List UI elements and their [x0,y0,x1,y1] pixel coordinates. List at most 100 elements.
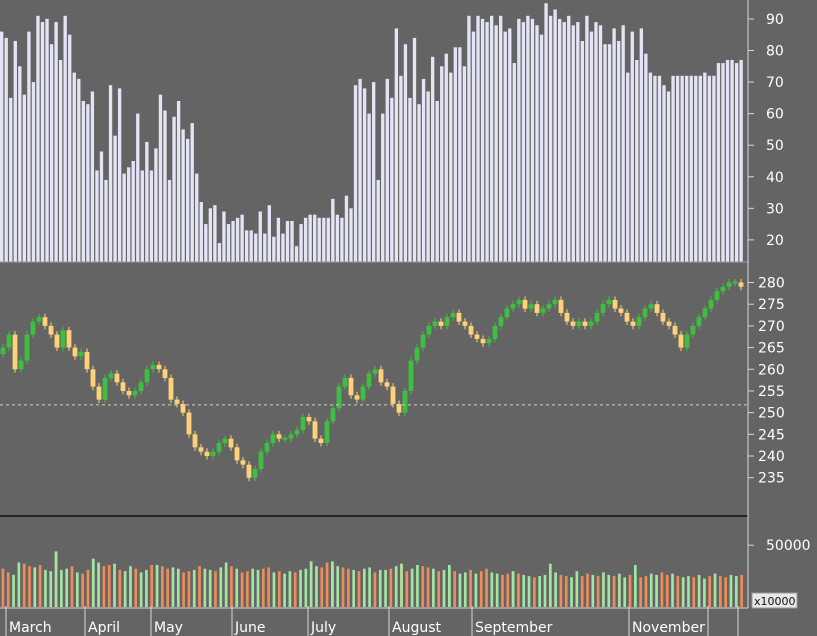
price-candle [666,321,672,326]
volume-bar [703,578,706,607]
price-candle [126,391,132,396]
volume-bar [22,563,26,607]
price-candle [720,286,726,292]
price-candle [108,373,114,378]
indicator-tick-label: 40 [766,170,784,186]
volume-bar [378,569,382,607]
indicator-bar [86,104,90,262]
indicator-tick-label: 20 [766,233,784,249]
indicator-bar [326,217,330,262]
indicator-bar [698,75,702,262]
indicator-bar [467,15,471,262]
price-candle [414,347,420,361]
price-tick-label: 255 [758,384,785,400]
volume-bar [495,573,499,607]
indicator-bar [435,101,439,262]
volume-bar [235,568,239,607]
indicator-bar [567,15,571,262]
volume-bar [474,573,478,607]
indicator-bar [653,75,657,262]
indicator-bar [417,104,421,262]
price-candle [606,299,612,305]
indicator-bar [281,233,285,262]
indicator-bar [671,75,675,262]
indicator-bar [657,75,662,262]
price-candle [696,317,702,326]
volume-bar [729,574,733,607]
price-candle [66,330,72,348]
volume-bar [708,576,712,607]
indicator-bar [385,78,389,263]
indicator-bar [322,217,326,262]
price-tick-label: 280 [758,276,785,292]
price-candle [72,347,78,357]
volume-bar [463,572,467,607]
volume-spike [54,551,58,607]
volume-spike [548,563,552,607]
price-candle [522,299,528,309]
price-candle [660,312,666,322]
indicator-bar [616,41,621,262]
volume-bar [538,576,541,607]
indicator-bar [530,18,535,263]
volume-bar [12,574,15,607]
volume-bar [671,573,674,607]
price-candle [222,438,228,443]
price-candle [396,404,402,413]
indicator-bar [621,25,625,262]
volume-bar [687,576,690,607]
indicator-bar [707,75,712,262]
price-candle [732,281,738,284]
indicator-bar [58,60,63,262]
indicator-bar [231,221,235,262]
indicator-bar [176,101,181,262]
volume-bar [230,566,233,607]
indicator-bar [685,75,689,262]
price-candle [120,382,126,391]
volume-bar [713,573,717,607]
volume-spike [400,563,403,607]
indicator-bar [458,47,462,262]
indicator-bar [226,224,231,262]
price-candle [192,434,198,448]
indicator-bar [440,66,444,262]
indicator-bar [725,60,730,262]
volume-bar [405,571,409,607]
price-candle [138,382,144,391]
indicator-bar [526,15,530,262]
price-candle [582,321,588,326]
indicator-bar [63,15,67,262]
volume-spike [633,565,637,607]
indicator-bar [462,66,467,262]
price-candle [342,377,348,387]
volume-bar [341,567,345,607]
price-candle [702,308,708,318]
indicator-bar [553,9,557,262]
price-candle [210,451,216,456]
indicator-bar [449,72,453,262]
price-tick-label: 245 [758,427,785,443]
price-candle [330,408,336,422]
price-candle [90,369,96,387]
indicator-bar [258,211,262,262]
volume-bar [719,576,722,607]
price-candle [234,447,240,461]
indicator-bar [739,60,743,262]
volume-bar [580,576,584,607]
indicator-bar [399,75,403,262]
price-candle [588,321,594,326]
indicator-bar [208,208,213,262]
indicator-bar [576,22,580,262]
indicator-bar [635,60,639,262]
price-candle [504,308,510,318]
price-candle [198,447,204,452]
indicator-bar [344,195,349,262]
volume-bar [86,569,90,607]
indicator-bar [598,25,603,262]
volume-bar [166,568,169,607]
indicator-bar [113,135,117,262]
price-tick-label: 270 [758,319,785,335]
volume-bar [33,567,37,607]
indicator-bar [340,217,344,262]
volume-bar [602,572,605,607]
